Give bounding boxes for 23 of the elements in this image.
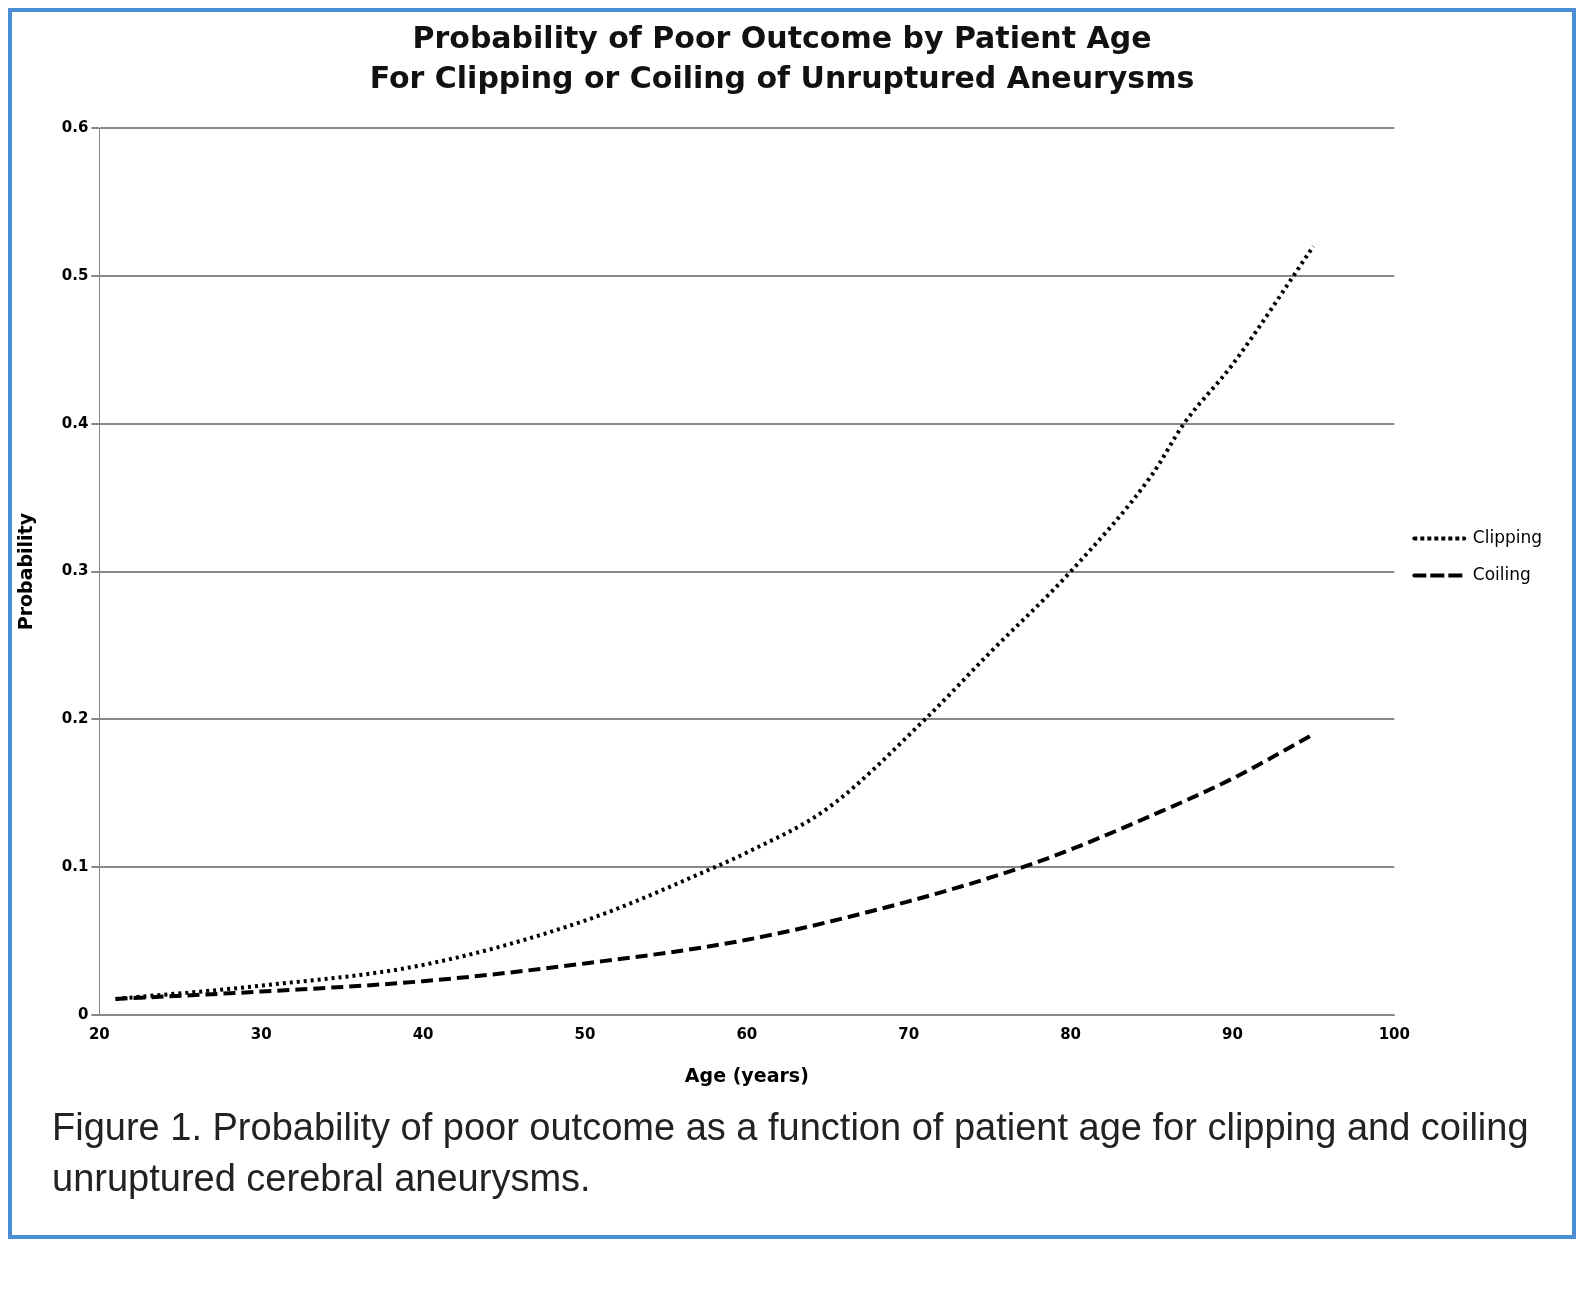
y-axis-title: Probability [14, 512, 37, 631]
y-tick-label: 0.1 [61, 857, 89, 876]
chart-title: Probability of Poor Outcome by Patient Age [412, 19, 1152, 55]
legend-label: Clipping [1472, 526, 1542, 547]
y-tick-label: 0.5 [61, 265, 89, 284]
y-tick-label: 0 [77, 1005, 89, 1024]
y-tick-label: 0.2 [61, 709, 89, 728]
legend-label: Coiling [1472, 563, 1531, 584]
x-tick-label: 100 [1378, 1025, 1410, 1044]
x-axis-title: Age (years) [684, 1063, 809, 1086]
y-tick-label: 0.4 [61, 413, 89, 432]
chart-subtitle: For Clipping or Coiling of Unruptured Aneurysms [369, 59, 1195, 95]
x-tick-label: 70 [898, 1025, 920, 1044]
y-tick-label: 0.6 [61, 117, 89, 136]
x-tick-label: 90 [1222, 1025, 1243, 1044]
x-tick-label: 60 [736, 1025, 758, 1044]
x-tick-label: 30 [250, 1025, 272, 1044]
caption: Figure 1. Probability of poor outcome as a function of patient age for clipping and coiling unruptured cerebral aneurysms. [51, 1105, 1530, 1202]
y-tick-label: 0.3 [61, 561, 89, 580]
x-tick-label: 80 [1060, 1025, 1082, 1044]
x-tick-label: 50 [574, 1025, 596, 1044]
x-tick-label: 40 [412, 1025, 434, 1044]
x-tick-label: 20 [88, 1025, 110, 1044]
